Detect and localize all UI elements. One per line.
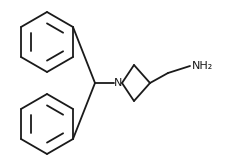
Text: NH₂: NH₂ bbox=[192, 61, 213, 71]
Text: N: N bbox=[114, 78, 122, 88]
